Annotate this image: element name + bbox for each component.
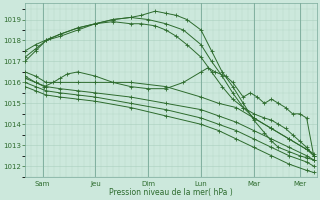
X-axis label: Pression niveau de la mer( hPa ): Pression niveau de la mer( hPa ) [109, 188, 233, 197]
